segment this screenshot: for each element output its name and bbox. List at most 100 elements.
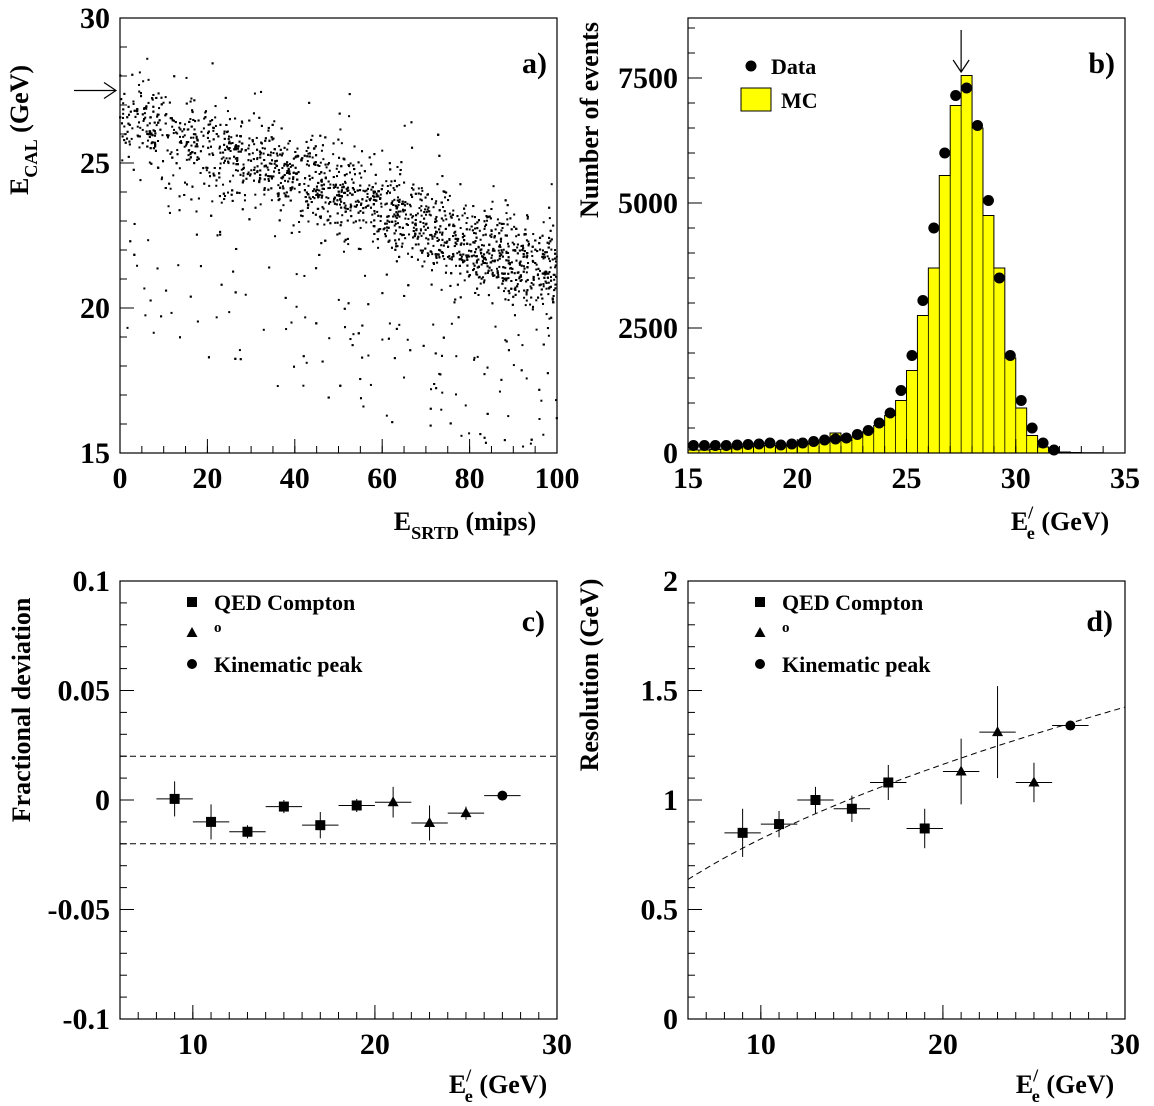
scatter-point — [372, 198, 375, 201]
scatter-point — [495, 276, 498, 279]
scatter-point — [411, 196, 414, 199]
scatter-point — [548, 260, 551, 263]
scatter-point — [234, 157, 237, 160]
scatter-point — [505, 340, 508, 343]
scatter-point — [486, 366, 489, 369]
scatter-point — [157, 121, 160, 124]
scatter-point — [420, 234, 423, 237]
scatter-point — [460, 434, 463, 437]
scatter-point — [345, 187, 348, 190]
scatter-point — [271, 159, 274, 162]
scatter-point — [340, 221, 343, 224]
scatter-point — [403, 209, 406, 212]
scatter-point — [473, 216, 476, 219]
label-sub: e — [1032, 1086, 1040, 1106]
scatter-point — [227, 137, 230, 140]
legend-label: o — [782, 620, 790, 636]
scatter-point — [554, 275, 557, 278]
scatter-point — [183, 145, 186, 148]
scatter-point — [327, 202, 330, 205]
scatter-point — [359, 397, 362, 400]
scatter-point — [232, 174, 235, 177]
scatter-point — [260, 162, 263, 165]
scatter-point — [441, 238, 444, 241]
scatter-point — [263, 188, 266, 191]
scatter-point — [231, 189, 234, 192]
scatter-point — [444, 227, 447, 230]
scatter-point — [269, 154, 272, 157]
scatter-point — [336, 221, 339, 224]
data-marker-circle — [1065, 720, 1076, 731]
scatter-point — [290, 231, 293, 234]
scatter-point — [308, 174, 311, 177]
scatter-point — [240, 148, 243, 151]
scatter-point — [308, 152, 311, 155]
scatter-point — [253, 168, 256, 171]
scatter-point — [313, 163, 316, 166]
scatter-point — [323, 172, 326, 175]
data-marker-square — [315, 820, 326, 831]
scatter-point — [292, 178, 295, 181]
label-sub: e — [465, 1086, 473, 1106]
scatter-point — [381, 338, 384, 341]
scatter-point — [463, 234, 466, 237]
scatter-point — [288, 172, 291, 175]
data-point — [753, 438, 765, 450]
scatter-point — [455, 355, 458, 358]
scatter-point — [462, 253, 465, 256]
scatter-point — [454, 230, 457, 233]
scatter-point — [138, 135, 141, 138]
scatter-point — [348, 165, 351, 168]
scatter-point — [386, 215, 389, 218]
scatter-point — [140, 95, 143, 98]
scatter-point — [344, 210, 347, 213]
scatter-point — [363, 170, 366, 173]
scatter-point — [176, 149, 179, 152]
scatter-point — [302, 384, 305, 387]
scatter-point — [509, 262, 512, 265]
scatter-point — [305, 149, 308, 152]
scatter-point — [185, 142, 188, 145]
legend-label: o — [214, 620, 222, 636]
scatter-point — [210, 214, 213, 217]
scatter-point — [430, 283, 433, 286]
scatter-point — [359, 378, 362, 381]
scatter-point — [286, 170, 289, 173]
scatter-point — [464, 404, 467, 407]
scatter-point — [259, 173, 262, 176]
x-tick-label: 15 — [673, 462, 703, 495]
scatter-point — [166, 149, 169, 152]
scatter-point — [178, 195, 181, 198]
scatter-point — [472, 241, 475, 244]
scatter-point — [238, 191, 241, 194]
scatter-point — [329, 186, 332, 189]
scatter-point — [489, 217, 492, 220]
scatter-point — [150, 162, 153, 165]
scatter-point — [169, 117, 172, 120]
scatter-point — [346, 219, 349, 222]
data-marker-square — [206, 816, 217, 827]
scatter-point — [352, 164, 355, 167]
scatter-point — [350, 215, 353, 218]
scatter-point — [459, 183, 462, 186]
label-sup: / — [1027, 502, 1034, 522]
scatter-point — [427, 253, 430, 256]
scatter-point — [162, 160, 165, 163]
scatter-point — [397, 210, 400, 213]
scatter-point — [301, 209, 304, 212]
scatter-point — [347, 163, 350, 166]
scatter-point — [369, 383, 372, 386]
scatter-point — [129, 240, 132, 243]
scatter-point — [319, 215, 322, 218]
scatter-point — [308, 178, 311, 181]
y-tick-label: 5000 — [618, 187, 678, 220]
scatter-point — [491, 200, 494, 203]
scatter-point — [530, 296, 533, 299]
scatter-point — [504, 339, 507, 342]
scatter-point — [314, 145, 317, 148]
x-tick-label: 30 — [1001, 462, 1031, 495]
scatter-point — [494, 325, 497, 328]
scatter-point — [401, 242, 404, 245]
scatter-point — [507, 251, 510, 254]
scatter-point — [472, 262, 475, 265]
